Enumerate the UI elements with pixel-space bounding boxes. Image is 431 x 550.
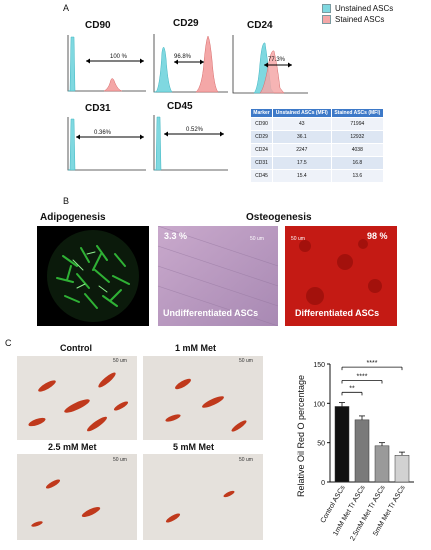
significance-label: ** bbox=[349, 385, 355, 392]
histogram-cd31: 0.36% bbox=[67, 117, 146, 171]
legend-label-unstained: Unstained ASCs bbox=[335, 4, 394, 13]
undifferentiated-label: Undifferentiated ASCs bbox=[163, 308, 259, 318]
histogram-cd31-percent: 0.36% bbox=[94, 130, 112, 136]
5mm-scale-bar: 50 um bbox=[239, 457, 253, 463]
tile-label-5mm: 5 mM Met bbox=[173, 442, 215, 452]
table-cell: 43 bbox=[272, 117, 332, 131]
tile-label-2-5mm: 2.5 mM Met bbox=[48, 442, 97, 452]
bar bbox=[334, 406, 350, 483]
table-row: CD29 36.1 12932 bbox=[250, 130, 385, 144]
y-tick-label: 50 bbox=[317, 441, 325, 448]
y-tick-label: 100 bbox=[313, 401, 325, 408]
table-cell: 17.5 bbox=[272, 156, 332, 170]
oil-red-bar-chart: Relative Oil Red O percentage 050100150C… bbox=[296, 360, 414, 542]
2-5mm-scale-bar: 50 um bbox=[113, 457, 127, 463]
panel-b-letter: B bbox=[63, 196, 70, 206]
control-scale-bar: 50 um bbox=[113, 358, 127, 364]
mfi-table: Marker Unstained ASCs (MFI) Stained ASCs… bbox=[250, 108, 385, 183]
table-cell: CD90 bbox=[250, 117, 273, 131]
histogram-cd45-percent: 0.52% bbox=[186, 127, 204, 133]
y-tick-label: 0 bbox=[321, 480, 325, 487]
histogram-cd90: 100 % bbox=[67, 35, 146, 92]
table-cell: 71994 bbox=[330, 117, 385, 131]
tile-label-1mm: 1 mM Met bbox=[175, 343, 217, 353]
mfi-header-stained: Stained ASCs (MFI) bbox=[330, 108, 385, 118]
table-row: CD45 15.4 13.6 bbox=[250, 169, 385, 183]
differentiated-label: Differentiated ASCs bbox=[295, 308, 380, 318]
histogram-cd45: 0.52% bbox=[153, 115, 228, 171]
legend-swatch-stained bbox=[322, 15, 331, 24]
oil-red-1mm-image bbox=[143, 356, 263, 440]
oil-red-5mm-image bbox=[143, 454, 263, 540]
histogram-title-cd90: CD90 bbox=[85, 20, 111, 31]
histogram-title-cd31: CD31 bbox=[85, 103, 111, 114]
differentiated-scale-bar: 50 um bbox=[291, 236, 305, 242]
panel-c-letter: C bbox=[5, 338, 12, 348]
undifferentiated-percent: 3.3 % bbox=[164, 231, 188, 241]
mfi-table-header: Marker Unstained ASCs (MFI) Stained ASCs… bbox=[250, 108, 385, 118]
histogram-cd24-percent: 77.3% bbox=[268, 57, 286, 63]
histogram-legend: Unstained ASCs Stained ASCs bbox=[322, 3, 393, 25]
table-cell: 13.6 bbox=[330, 169, 385, 183]
differentiated-ascs-image bbox=[285, 226, 397, 326]
tile-label-control: Control bbox=[60, 343, 92, 353]
undifferentiated-ascs-image bbox=[158, 226, 278, 326]
legend-label-stained: Stained ASCs bbox=[335, 15, 385, 24]
adipogenesis-title: Adipogenesis bbox=[40, 212, 106, 223]
histogram-title-cd45: CD45 bbox=[167, 101, 193, 112]
table-cell: CD45 bbox=[250, 169, 273, 183]
histogram-cd29-percent: 96.8% bbox=[174, 54, 192, 60]
table-cell: CD24 bbox=[250, 143, 273, 157]
legend-swatch-unstained bbox=[322, 4, 331, 13]
table-cell: 15.4 bbox=[272, 169, 332, 183]
y-axis-label: Relative Oil Red O percentage bbox=[296, 375, 306, 497]
undifferentiated-scale-bar: 50 um bbox=[250, 236, 264, 242]
table-cell: 4038 bbox=[330, 143, 385, 157]
legend-item-stained: Stained ASCs bbox=[322, 14, 393, 25]
bar bbox=[354, 419, 370, 483]
table-row: CD31 17.5 16.8 bbox=[250, 156, 385, 170]
adipogenesis-image bbox=[37, 226, 149, 326]
bar bbox=[374, 445, 390, 483]
table-cell: CD29 bbox=[250, 130, 273, 144]
table-row: CD90 43 71994 bbox=[250, 117, 385, 131]
table-cell: CD31 bbox=[250, 156, 273, 170]
histogram-cd24: 77.3% bbox=[232, 35, 308, 94]
legend-item-unstained: Unstained ASCs bbox=[322, 3, 393, 14]
histogram-cd90-percent: 100 % bbox=[110, 54, 128, 60]
table-row: CD24 2247 4038 bbox=[250, 143, 385, 157]
histogram-title-cd24: CD24 bbox=[247, 20, 273, 31]
mfi-header-marker: Marker bbox=[250, 108, 273, 118]
mfi-header-unstained: Unstained ASCs (MFI) bbox=[272, 108, 332, 118]
histogram-title-cd29: CD29 bbox=[173, 18, 199, 29]
table-cell: 36.1 bbox=[272, 130, 332, 144]
significance-label: **** bbox=[367, 360, 378, 367]
table-cell: 16.8 bbox=[330, 156, 385, 170]
osteogenesis-title: Osteogenesis bbox=[246, 212, 312, 223]
bar bbox=[394, 455, 410, 483]
table-cell: 12932 bbox=[330, 130, 385, 144]
table-cell: 2247 bbox=[272, 143, 332, 157]
oil-red-control-image bbox=[17, 356, 137, 440]
oil-red-2-5mm-image bbox=[17, 454, 137, 540]
1mm-scale-bar: 50 um bbox=[239, 358, 253, 364]
y-tick-label: 150 bbox=[313, 362, 325, 369]
histogram-cd29: 96.8% bbox=[153, 34, 228, 93]
panel-a-letter: A bbox=[63, 3, 70, 13]
differentiated-percent: 98 % bbox=[367, 231, 388, 241]
significance-label: **** bbox=[357, 374, 368, 381]
